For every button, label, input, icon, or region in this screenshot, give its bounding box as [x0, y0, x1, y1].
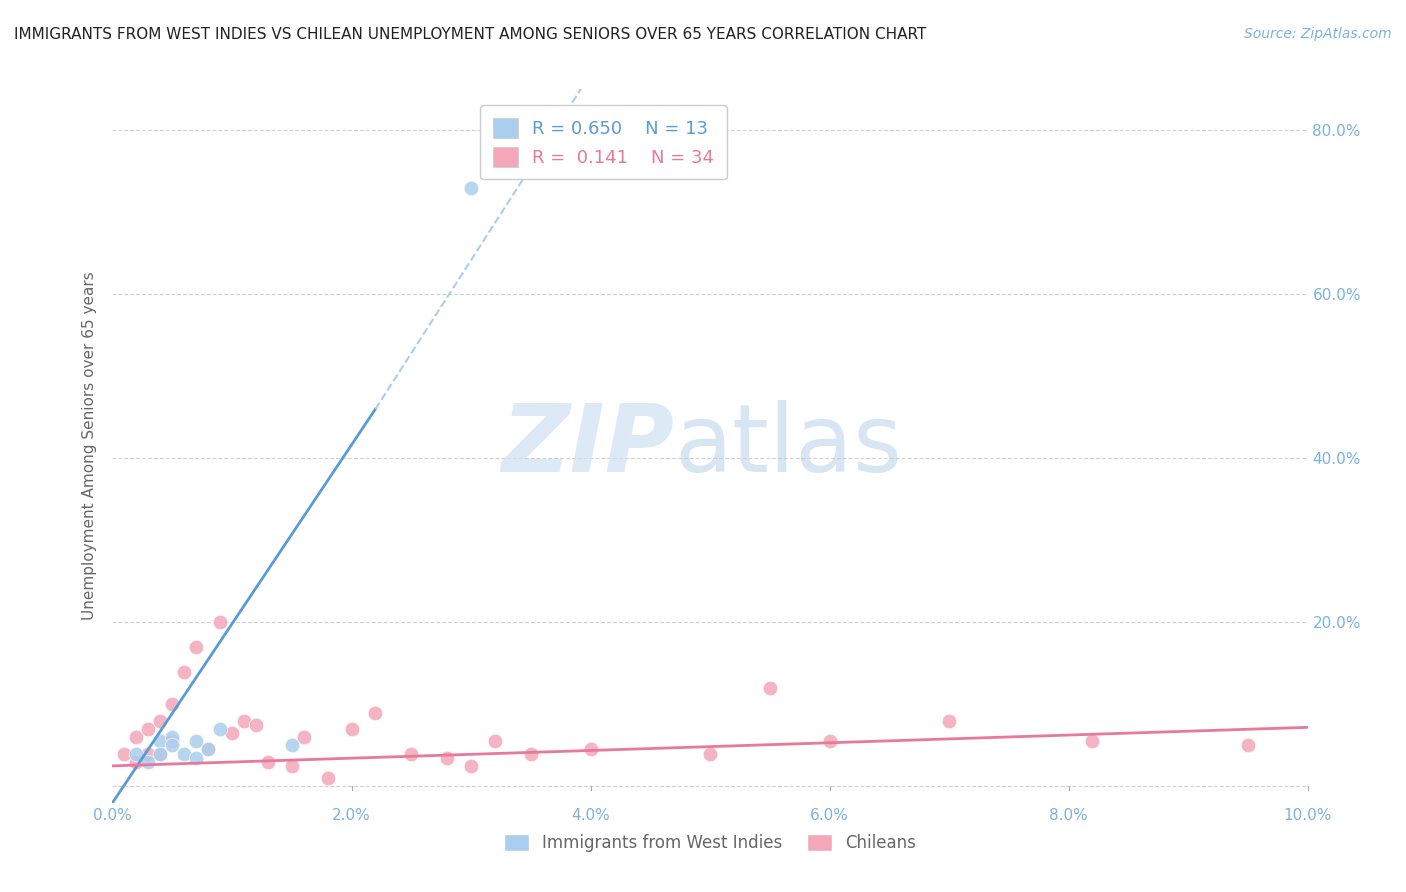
Point: [1237, 739, 1260, 753]
Point: [364, 706, 387, 720]
Text: IMMIGRANTS FROM WEST INDIES VS CHILEAN UNEMPLOYMENT AMONG SENIORS OVER 65 YEARS : IMMIGRANTS FROM WEST INDIES VS CHILEAN U…: [14, 27, 927, 42]
Point: [699, 747, 721, 761]
Point: [257, 755, 280, 769]
Point: [281, 739, 304, 753]
Point: [138, 722, 160, 736]
Point: [1081, 734, 1104, 748]
Point: [149, 747, 172, 761]
Point: [173, 747, 195, 761]
Point: [484, 734, 506, 748]
Point: [579, 742, 602, 756]
Point: [162, 730, 183, 744]
Point: [125, 747, 148, 761]
Point: [186, 640, 208, 654]
Point: [245, 718, 267, 732]
Point: [401, 747, 423, 761]
Text: Source: ZipAtlas.com: Source: ZipAtlas.com: [1244, 27, 1392, 41]
Point: [460, 759, 482, 773]
Text: ZIP: ZIP: [502, 400, 675, 492]
Point: [186, 734, 208, 748]
Point: [162, 734, 183, 748]
Point: [138, 755, 160, 769]
Point: [149, 714, 172, 728]
Point: [149, 747, 172, 761]
Point: [149, 734, 172, 748]
Point: [340, 722, 363, 736]
Point: [162, 739, 183, 753]
Point: [173, 665, 195, 679]
Point: [292, 730, 315, 744]
Text: atlas: atlas: [675, 400, 903, 492]
Point: [759, 681, 782, 695]
Point: [209, 722, 232, 736]
Point: [114, 747, 135, 761]
Y-axis label: Unemployment Among Seniors over 65 years: Unemployment Among Seniors over 65 years: [82, 272, 97, 620]
Point: [221, 726, 243, 740]
Point: [162, 698, 183, 712]
Point: [436, 750, 458, 764]
Point: [197, 742, 219, 756]
Point: [125, 755, 148, 769]
Point: [281, 759, 304, 773]
Point: [209, 615, 232, 630]
Legend: Immigrants from West Indies, Chileans: Immigrants from West Indies, Chileans: [496, 827, 924, 859]
Point: [460, 180, 482, 194]
Point: [233, 714, 256, 728]
Point: [316, 771, 339, 785]
Point: [186, 750, 208, 764]
Point: [520, 747, 543, 761]
Point: [197, 742, 219, 756]
Point: [138, 747, 160, 761]
Point: [125, 730, 148, 744]
Point: [938, 714, 960, 728]
Point: [818, 734, 841, 748]
